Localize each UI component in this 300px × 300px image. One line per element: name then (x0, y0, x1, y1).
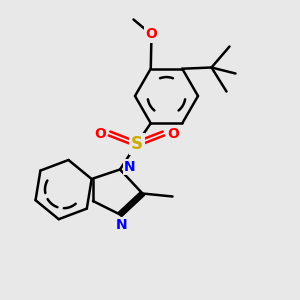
Text: O: O (146, 28, 158, 41)
Text: N: N (116, 218, 127, 232)
Text: N: N (124, 160, 135, 174)
Text: O: O (94, 127, 106, 140)
Text: S: S (130, 135, 142, 153)
Text: O: O (167, 127, 179, 140)
